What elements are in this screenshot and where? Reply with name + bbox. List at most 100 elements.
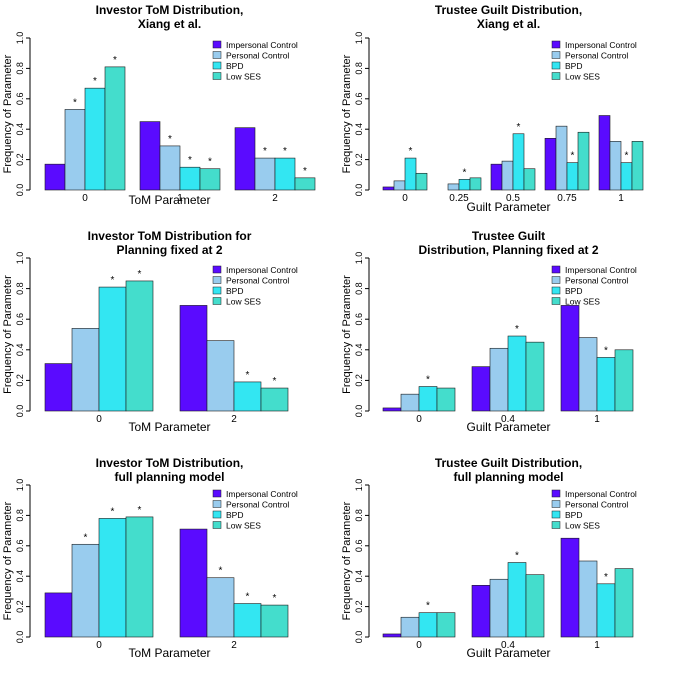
y-tick-label: 0.4 [15, 344, 25, 357]
significance-star: * [273, 593, 277, 604]
legend-label: Low SES [565, 297, 600, 307]
chart-title-line: Planning fixed at 2 [116, 243, 222, 257]
x-axis-label: ToM Parameter [128, 646, 210, 660]
chart-title-line: Trustee Guilt [472, 229, 545, 243]
bar-personal-control [578, 337, 598, 412]
y-axis-label: Frequency of Parameter [341, 501, 353, 620]
legend-label: Personal Control [565, 51, 628, 61]
significance-star: * [273, 376, 277, 387]
bar-low-ses [415, 172, 428, 191]
bar-bpd [179, 166, 201, 191]
bar-impersonal-control [471, 366, 491, 412]
bar-personal-control [447, 183, 460, 191]
legend-label: Personal Control [565, 500, 628, 510]
chart-title-line: Investor ToM Distribution, [96, 456, 244, 470]
x-tick-label: 0.25 [449, 193, 469, 204]
y-tick-label: 0.0 [15, 405, 25, 418]
legend-label: Low SES [226, 297, 261, 307]
chart-panel-6: Trustee Guilt Distribution,full planning… [341, 456, 637, 660]
legend-label: Low SES [226, 521, 261, 531]
y-axis-label: Frequency of Parameter [2, 501, 14, 620]
y-tick-label: 0.2 [354, 374, 364, 387]
legend-swatch [212, 61, 222, 70]
legend-label: Low SES [565, 72, 600, 82]
significance-star: * [517, 122, 521, 133]
legend-swatch [212, 72, 222, 80]
bar-low-ses [614, 349, 634, 412]
y-tick-label: 0.8 [354, 282, 364, 295]
y-tick-label: 0.8 [354, 62, 364, 75]
legend-swatch [212, 51, 222, 59]
bar-personal-control [64, 109, 86, 191]
legend-swatch [551, 521, 561, 529]
significance-star: * [283, 146, 287, 157]
x-tick-label: 2 [231, 640, 237, 651]
bar-low-ses [104, 66, 126, 191]
x-tick-label: 0.75 [557, 193, 577, 204]
significance-star: * [168, 134, 172, 145]
bar-impersonal-control [44, 163, 66, 191]
significance-star: * [409, 146, 413, 157]
significance-star: * [303, 166, 307, 177]
chart-title-line: Trustee Guilt Distribution, [435, 456, 582, 470]
chart-title-line: full planning model [115, 470, 225, 484]
y-tick-label: 1.0 [15, 252, 25, 265]
y-tick-label: 0.4 [15, 123, 25, 136]
legend-label: Impersonal Control [565, 489, 637, 499]
y-tick-label: 0.0 [354, 405, 364, 418]
legend-label: BPD [226, 61, 243, 71]
significance-star: * [138, 505, 142, 516]
x-tick-label: 0 [96, 640, 102, 651]
y-tick-label: 0.8 [354, 509, 364, 522]
x-axis-label: Guilt Parameter [466, 420, 550, 434]
y-tick-label: 0.8 [15, 509, 25, 522]
legend-swatch [551, 500, 561, 508]
y-tick-label: 1.0 [15, 479, 25, 492]
bar-bpd [233, 381, 262, 412]
chart-panel-2: Trustee Guilt Distribution,Xiang et al. 0… [341, 3, 644, 214]
bar-personal-control [400, 393, 420, 412]
y-tick-label: 1.0 [15, 32, 25, 45]
bar-personal-control [206, 577, 235, 638]
bar-personal-control [71, 328, 100, 412]
legend-swatch [551, 286, 561, 295]
y-tick-label: 1.0 [354, 479, 364, 492]
bar-personal-control [489, 347, 509, 412]
legend-swatch [212, 40, 222, 49]
bar-impersonal-control [382, 186, 395, 191]
significance-star: * [138, 269, 142, 280]
bar-low-ses [294, 177, 316, 191]
x-tick-label: 0 [96, 414, 102, 425]
legend-swatch [551, 61, 561, 70]
legend-label: Personal Control [226, 500, 289, 510]
bar-impersonal-control [560, 537, 580, 638]
bar-impersonal-control [382, 407, 402, 412]
x-axis-label: Guilt Parameter [466, 646, 550, 660]
y-tick-label: 0.6 [15, 313, 25, 326]
legend-swatch [551, 265, 561, 274]
legend-label: Impersonal Control [565, 40, 637, 50]
x-tick-label: 0.5 [506, 193, 520, 204]
legend-label: Personal Control [226, 276, 289, 286]
bar-personal-control [159, 145, 181, 191]
significance-star: * [111, 506, 115, 517]
y-tick-label: 0.0 [354, 184, 364, 197]
bar-bpd [512, 133, 525, 191]
y-tick-label: 0.4 [354, 123, 364, 136]
y-tick-label: 0.6 [354, 540, 364, 553]
y-tick-label: 0.4 [354, 570, 364, 583]
bar-bpd [84, 87, 106, 191]
significance-star: * [515, 324, 519, 335]
legend-swatch [551, 276, 561, 284]
significance-star: * [604, 572, 608, 583]
x-axis-label: ToM Parameter [128, 420, 210, 434]
x-tick-label: 0 [82, 193, 88, 204]
legend-label: BPD [565, 61, 582, 71]
bar-impersonal-control [560, 305, 580, 412]
y-axis-label: Frequency of Parameter [2, 54, 14, 173]
bar-bpd [596, 583, 616, 638]
chart-title-line: Trustee Guilt Distribution, [435, 3, 582, 17]
bar-impersonal-control [471, 585, 491, 638]
bar-low-ses [199, 168, 221, 191]
